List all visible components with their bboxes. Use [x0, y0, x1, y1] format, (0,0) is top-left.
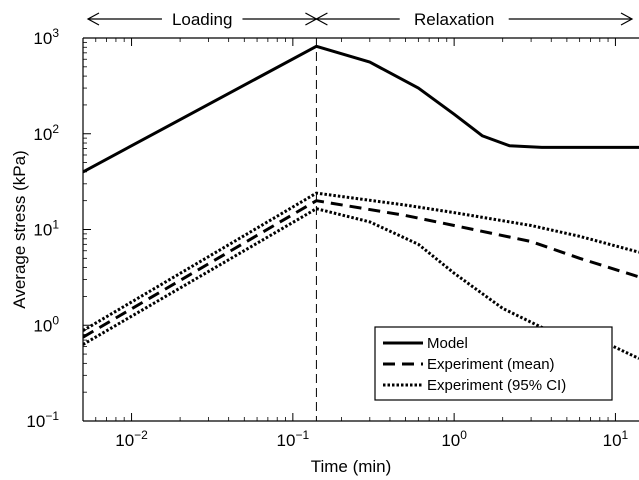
series-line-dotted-3 [83, 207, 639, 360]
y-tick-label: 100 [33, 313, 59, 335]
y-tick-label: 10−1 [26, 409, 59, 431]
phase-arrowhead-left [315, 12, 328, 26]
phase-label: Loading [172, 10, 233, 29]
legend-label: Experiment (95% CI) [427, 377, 566, 394]
series-line-dotted-2 [83, 191, 639, 332]
x-tick-label: 10−2 [115, 428, 148, 450]
x-tick-label: 100 [441, 428, 467, 450]
series-line-dashed-1 [83, 199, 639, 339]
phase-arrowhead-right [620, 12, 634, 26]
legend-label: Experiment (mean) [427, 356, 555, 373]
series-line-solid-0 [83, 44, 639, 174]
legend-box [374, 326, 613, 401]
x-axis-label: Time (min) [311, 457, 392, 476]
y-tick-label: 102 [33, 122, 59, 144]
legend: Model Experiment (mean) Experiment (95% CI… [374, 326, 613, 401]
phase-label: Relaxation [414, 10, 494, 29]
y-tick-label: 103 [33, 26, 59, 48]
phase-loading: Loading [86, 10, 318, 29]
y-axis-label: Average stress (kPa) [10, 150, 29, 308]
phase-relaxation: Relaxation [315, 10, 634, 29]
x-tick-label: 101 [603, 428, 629, 450]
x-tick-label: 10−1 [277, 428, 310, 450]
phase-arrowhead-left [86, 12, 100, 26]
y-tick-label: 101 [33, 218, 59, 240]
legend-label: Model [427, 335, 468, 352]
